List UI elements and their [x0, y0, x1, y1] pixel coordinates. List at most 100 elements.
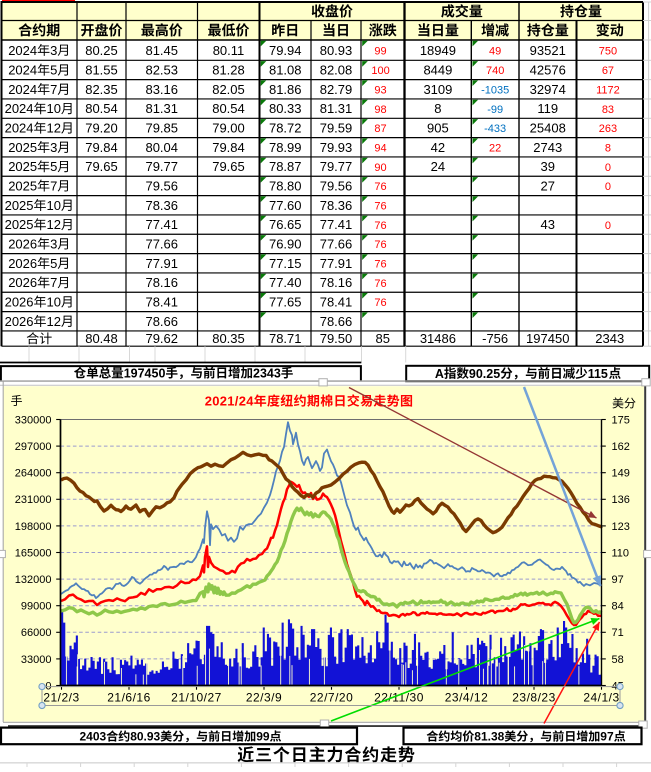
- svg-text:10: 10: [47, 295, 61, 310]
- svg-text:21/2/3: 21/2/3: [43, 691, 79, 705]
- svg-text:7: 7: [50, 179, 57, 194]
- svg-text:79.84: 79.84: [85, 140, 118, 155]
- svg-text:8449: 8449: [423, 63, 452, 78]
- svg-text:78.72: 78.72: [269, 121, 302, 136]
- svg-text:23/4/12: 23/4/12: [445, 691, 489, 705]
- svg-text:76: 76: [374, 239, 386, 251]
- svg-text:76: 76: [374, 297, 386, 309]
- svg-text:12: 12: [47, 217, 61, 232]
- svg-text:66000: 66000: [21, 627, 52, 639]
- svg-text:83.16: 83.16: [145, 82, 178, 97]
- svg-text:79.00: 79.00: [212, 121, 245, 136]
- svg-text:90.25: 90.25: [469, 367, 500, 381]
- svg-text:2024: 2024: [8, 43, 37, 58]
- svg-text:78.16: 78.16: [320, 275, 353, 290]
- svg-text:80.04: 80.04: [145, 140, 178, 155]
- svg-text:79.77: 79.77: [145, 159, 178, 174]
- svg-text:110: 110: [612, 547, 630, 559]
- svg-text:79.94: 79.94: [269, 43, 302, 58]
- svg-text:76: 76: [374, 258, 386, 270]
- svg-text:79.56: 79.56: [145, 179, 178, 194]
- svg-text:5: 5: [50, 63, 57, 78]
- svg-text:82.35: 82.35: [85, 82, 118, 97]
- svg-text:77.91: 77.91: [320, 256, 353, 271]
- svg-text:97: 97: [612, 574, 624, 586]
- svg-text:198000: 198000: [15, 521, 52, 533]
- svg-text:5: 5: [50, 159, 57, 174]
- svg-text:80.25: 80.25: [85, 43, 118, 58]
- svg-text:3: 3: [50, 237, 57, 252]
- svg-text:3: 3: [50, 43, 57, 58]
- svg-text:2025: 2025: [8, 179, 37, 194]
- svg-text:80.54: 80.54: [85, 101, 118, 116]
- svg-text:263: 263: [599, 123, 617, 135]
- svg-text:8: 8: [605, 142, 611, 154]
- svg-text:77.65: 77.65: [269, 295, 302, 310]
- svg-text:123: 123: [612, 521, 630, 533]
- svg-text:78.66: 78.66: [145, 314, 178, 329]
- svg-text:1172: 1172: [596, 84, 620, 96]
- svg-text:93: 93: [374, 84, 386, 96]
- svg-text:82.79: 82.79: [320, 82, 353, 97]
- svg-text:81.08: 81.08: [269, 63, 302, 78]
- svg-text:2025: 2025: [8, 159, 37, 174]
- svg-text:81.38: 81.38: [474, 730, 504, 744]
- svg-text:77.41: 77.41: [145, 217, 178, 232]
- svg-text:905: 905: [427, 121, 449, 136]
- svg-text:740: 740: [486, 65, 504, 77]
- svg-text:77.41: 77.41: [320, 217, 353, 232]
- svg-text:31486: 31486: [420, 331, 456, 346]
- svg-text:77.91: 77.91: [145, 256, 178, 271]
- svg-text:-433: -433: [484, 123, 506, 135]
- svg-text:22/3/9: 22/3/9: [246, 691, 282, 705]
- svg-text:132000: 132000: [15, 574, 52, 586]
- svg-text:80.54: 80.54: [212, 101, 245, 116]
- svg-text:-99: -99: [487, 104, 503, 116]
- svg-text:78.41: 78.41: [320, 295, 353, 310]
- svg-text:2026: 2026: [5, 314, 34, 329]
- svg-text:2743: 2743: [533, 140, 562, 155]
- svg-text:22/11/30: 22/11/30: [374, 691, 424, 705]
- svg-text:197450: 197450: [124, 366, 166, 380]
- svg-text:77.60: 77.60: [269, 198, 302, 213]
- svg-text:76: 76: [374, 181, 386, 193]
- svg-text:79.50: 79.50: [320, 331, 353, 346]
- svg-text:80.33: 80.33: [269, 101, 302, 116]
- svg-text:10: 10: [47, 101, 61, 116]
- svg-text:94: 94: [374, 142, 386, 154]
- svg-text:76: 76: [374, 200, 386, 212]
- svg-text:750: 750: [599, 45, 617, 57]
- svg-text:136: 136: [612, 494, 630, 506]
- svg-text:79.77: 79.77: [320, 159, 353, 174]
- svg-text:2024: 2024: [5, 121, 34, 136]
- svg-text:79.65: 79.65: [85, 159, 118, 174]
- svg-text:12: 12: [47, 314, 61, 329]
- svg-text:79.93: 79.93: [320, 140, 353, 155]
- svg-text:162: 162: [612, 441, 630, 453]
- svg-text:80.93: 80.93: [320, 43, 353, 58]
- svg-text:197450: 197450: [526, 331, 569, 346]
- svg-text:42: 42: [431, 140, 445, 155]
- svg-text:77.66: 77.66: [145, 237, 178, 252]
- svg-text:39: 39: [541, 159, 555, 174]
- svg-text:2024: 2024: [5, 101, 34, 116]
- svg-text:3109: 3109: [423, 82, 452, 97]
- svg-text:0: 0: [605, 162, 611, 174]
- svg-text:90: 90: [374, 162, 386, 174]
- svg-text:231000: 231000: [15, 494, 52, 506]
- svg-text:3: 3: [50, 140, 57, 155]
- svg-text:24/1/3: 24/1/3: [583, 691, 619, 705]
- svg-text:81.45: 81.45: [145, 43, 178, 58]
- svg-text:79.20: 79.20: [85, 121, 118, 136]
- svg-text:2343: 2343: [253, 366, 281, 380]
- svg-text:0: 0: [605, 220, 611, 232]
- svg-text:2026: 2026: [8, 275, 37, 290]
- svg-text:76.90: 76.90: [269, 237, 302, 252]
- svg-text:165000: 165000: [15, 547, 52, 559]
- svg-text:330000: 330000: [15, 414, 52, 426]
- svg-text:81.86: 81.86: [269, 82, 302, 97]
- svg-text:42576: 42576: [530, 63, 566, 78]
- svg-text:78.36: 78.36: [320, 198, 353, 213]
- svg-text:264000: 264000: [15, 468, 52, 480]
- svg-text:67: 67: [602, 65, 614, 77]
